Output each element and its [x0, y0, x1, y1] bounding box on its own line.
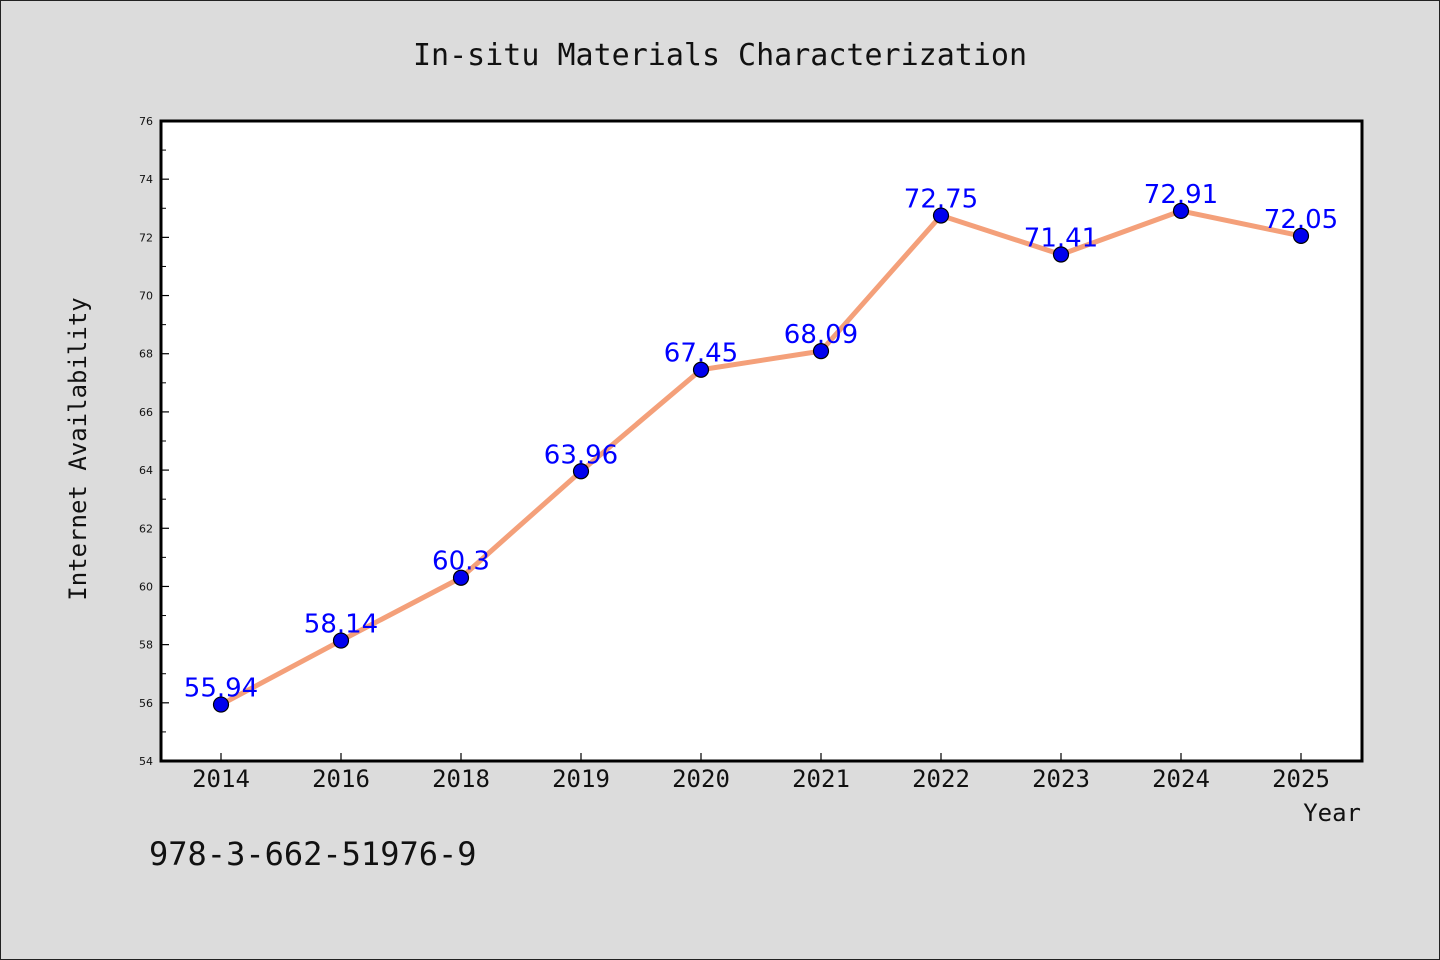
data-label: 63.96 — [544, 440, 618, 470]
data-point — [332, 632, 350, 649]
data-point — [452, 569, 470, 586]
y-tick-label: 74 — [139, 173, 153, 186]
data-point — [932, 207, 950, 224]
y-tick-label: 70 — [139, 290, 153, 303]
data-label: 67.45 — [664, 339, 738, 369]
series-line — [218, 208, 1304, 708]
y-tick-label: 64 — [139, 464, 153, 477]
x-tick-label: 2016 — [312, 765, 370, 793]
x-tick-label: 2019 — [552, 765, 610, 793]
data-point — [812, 343, 830, 360]
data-label: 60.3 — [432, 547, 490, 577]
x-tick-label: 2014 — [192, 765, 250, 793]
data-label: 72.05 — [1264, 205, 1338, 235]
x-tick-label: 2023 — [1032, 765, 1090, 793]
data-point — [1292, 227, 1310, 245]
x-tick-label: 2024 — [1152, 765, 1210, 793]
y-tick-label: 58 — [139, 639, 153, 652]
data-label: 55.94 — [184, 674, 258, 704]
x-tick-label: 2018 — [432, 765, 490, 793]
y-tick-label: 60 — [139, 580, 153, 593]
y-axis: 54 56 58 60 62 64 66 68 70 72 74 76 — [139, 115, 169, 768]
data-point — [1052, 246, 1070, 263]
y-tick-label: 56 — [139, 697, 153, 710]
y-tick-label: 54 — [139, 755, 153, 768]
data-label: 72.91 — [1144, 180, 1218, 210]
y-tick-label: 66 — [139, 406, 153, 419]
x-tick-label: 2022 — [912, 765, 970, 793]
chart-title: In-situ Materials Characterization — [413, 38, 1027, 73]
y-axis-label: Internet Availability — [64, 297, 92, 600]
x-tick-label: 2021 — [792, 765, 850, 793]
data-label: 72.75 — [904, 185, 978, 215]
data-point — [212, 696, 230, 713]
data-point — [692, 361, 710, 378]
plot-area — [159, 119, 1364, 763]
data-label: 71.41 — [1024, 224, 1098, 254]
x-tick-label: 2025 — [1272, 765, 1330, 793]
y-tick-label: 62 — [139, 522, 153, 535]
y-tick-label: 76 — [139, 115, 153, 128]
data-labels: 55.94 58.14 60.3 63.96 67.45 68.09 72.75 71.41 7… — [184, 180, 1338, 704]
x-axis: 2014 2016 2018 2019 2020 2021 2022 2023 2024 2025 — [192, 753, 1330, 793]
footer-code: 978-3-662-51976-9 — [149, 835, 477, 873]
y-tick-label: 68 — [139, 348, 153, 361]
series-internet-availability — [212, 202, 1310, 713]
data-point — [1172, 202, 1190, 219]
data-label: 58.14 — [304, 610, 378, 640]
x-axis-label: Year — [1303, 799, 1361, 827]
data-label: 68.09 — [784, 320, 858, 350]
x-tick-label: 2020 — [672, 765, 730, 793]
data-point — [572, 463, 590, 480]
y-tick-label: 72 — [139, 231, 153, 244]
